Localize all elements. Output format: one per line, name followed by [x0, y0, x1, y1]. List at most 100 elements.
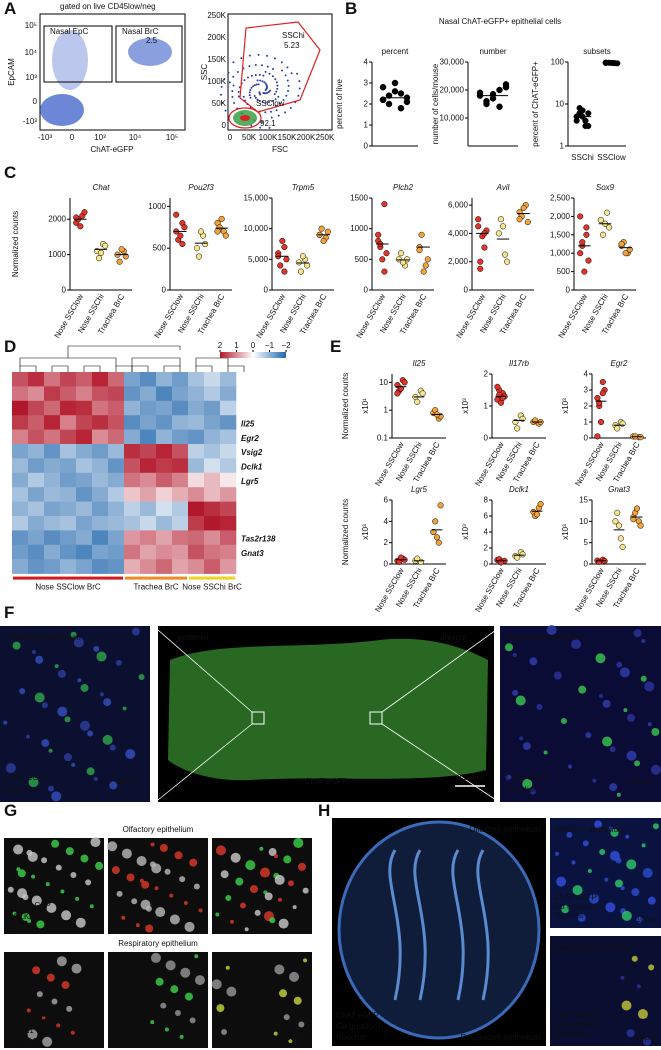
section: [337, 820, 541, 1040]
cell: [36, 920, 45, 929]
heat-cell: [44, 458, 61, 474]
dot: [597, 418, 605, 426]
dot: [320, 237, 327, 244]
heat-cell: [108, 472, 125, 488]
heat-cell: [44, 386, 61, 402]
colorbar-label: 0: [251, 341, 256, 350]
gene-label: Egr2: [241, 434, 259, 443]
y-tick-label: 2000: [48, 215, 66, 224]
chart-title: Il25: [413, 359, 426, 368]
y-tick-label: 0: [364, 286, 369, 295]
heat-cell: [124, 415, 141, 430]
cell: [63, 753, 72, 762]
label: 10⁴: [129, 133, 142, 142]
heat-cell: [12, 516, 29, 531]
micrograph: [500, 626, 661, 802]
heat-cell: [220, 544, 237, 560]
heat-cell: [204, 501, 221, 517]
cell: [216, 1004, 225, 1013]
heat-cell: [60, 386, 77, 402]
cell: [221, 1028, 228, 1035]
cell: [79, 720, 90, 731]
colorbar-label: 2: [218, 341, 223, 350]
label: 0: [33, 97, 38, 106]
cell: [512, 653, 517, 658]
label: 5.23: [284, 41, 300, 50]
cell: [292, 905, 297, 910]
flow-event: [242, 95, 245, 98]
heat-cell: [140, 559, 157, 574]
heat-cell: [124, 501, 141, 517]
dendrogram: [51, 365, 69, 372]
heat-cell: [12, 487, 29, 502]
label: EpCAM: [7, 58, 16, 86]
label: FSC: [272, 145, 288, 154]
y-tick-label: 0: [384, 560, 389, 569]
flow-event: [259, 93, 262, 96]
label: 100K: [207, 77, 226, 86]
cell: [536, 703, 543, 710]
micrograph: [212, 838, 312, 934]
dot: [496, 103, 503, 111]
dot: [419, 390, 426, 397]
heat-cell: [76, 372, 93, 387]
y-tick-label: 1500: [350, 194, 368, 203]
cell: [138, 674, 145, 681]
cell: [164, 1027, 169, 1032]
dot: [622, 250, 629, 257]
label: 0: [228, 133, 233, 142]
heat-cell: [188, 400, 205, 416]
label: 10³: [94, 133, 106, 142]
y-tick-label: 0: [584, 434, 589, 443]
cell: [57, 706, 68, 717]
heat-cell: [28, 544, 45, 560]
flow-event: [238, 86, 241, 89]
heat-cell: [140, 415, 157, 430]
heat-cell: [188, 544, 205, 560]
heat-cell: [172, 415, 189, 430]
y-tick-label: 15: [579, 496, 588, 505]
label: 10³: [25, 73, 37, 82]
cell: [32, 966, 41, 975]
cell: [230, 852, 241, 863]
cell: [259, 846, 264, 851]
y-tick-label: 0: [484, 434, 489, 443]
flow-event: [268, 72, 271, 75]
cell: [25, 734, 30, 739]
flow-event: [267, 90, 270, 93]
group-label: Nose SSChi BrC: [182, 583, 242, 592]
flow-cloud: [128, 38, 172, 66]
cell: [51, 791, 62, 802]
heat-cell: [204, 487, 221, 502]
label: Nasal EpC: [50, 27, 88, 36]
chart-title: Pou2f3: [188, 183, 214, 192]
dot: [612, 518, 619, 525]
flow-event: [274, 78, 277, 81]
heat-cell: [60, 429, 77, 445]
label: Respiratory epithelium: [554, 943, 634, 952]
dot: [502, 251, 509, 258]
dot: [414, 555, 421, 562]
cell: [169, 893, 174, 898]
dendrogram: [19, 357, 117, 366]
flow-event: [232, 61, 235, 64]
heat-cell: [76, 472, 93, 488]
y-tick-label: 4,000: [448, 229, 469, 238]
cell: [170, 985, 179, 994]
cell: [115, 659, 122, 666]
dot: [489, 90, 497, 98]
y-tick-label: 2,000: [550, 212, 571, 221]
y-tick-label: 10,000: [440, 114, 465, 123]
heat-cell: [156, 386, 173, 402]
flow-event: [276, 84, 279, 87]
chart-title: Il17rb: [509, 359, 530, 368]
cell: [652, 823, 659, 830]
dot: [295, 259, 302, 266]
heat-cell: [12, 544, 29, 560]
cell: [35, 655, 44, 664]
cell: [65, 847, 74, 856]
label: 200K: [207, 33, 226, 42]
heat-cell: [44, 487, 61, 502]
flow-event: [298, 87, 301, 90]
stain-label: ChAT eGFP: [506, 773, 549, 782]
